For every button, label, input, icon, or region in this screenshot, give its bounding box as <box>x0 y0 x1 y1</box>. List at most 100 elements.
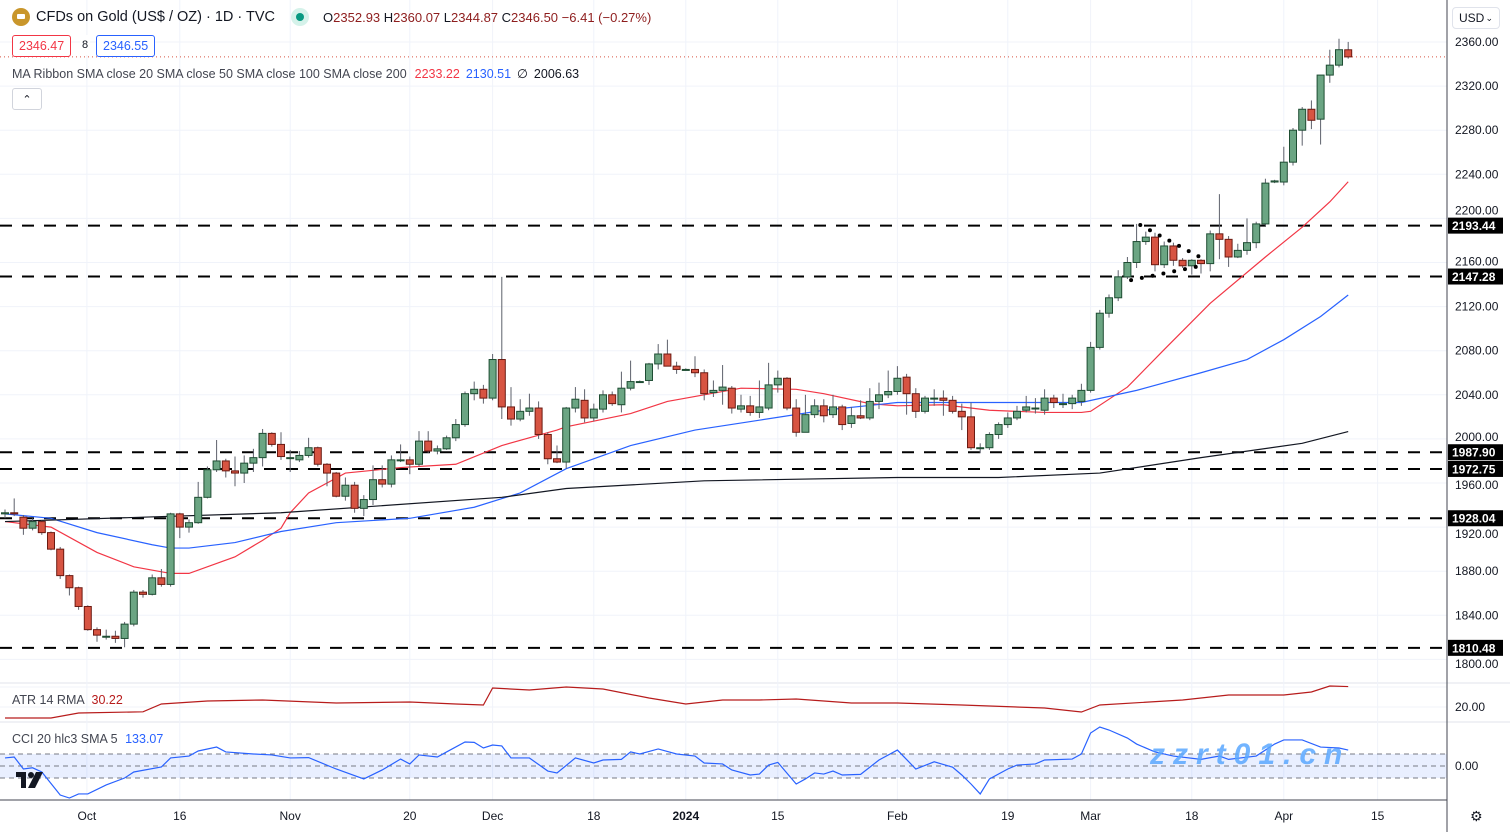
candle-body <box>295 454 304 461</box>
close-label: C <box>501 9 512 25</box>
ma-ribbon-legend[interactable]: MA Ribbon SMA close 20 SMA close 50 SMA … <box>12 66 579 82</box>
candle-body <box>856 415 865 419</box>
candle-body <box>461 393 469 426</box>
sell-price-button[interactable]: 2346.47 <box>12 35 72 57</box>
candle-body <box>654 353 663 365</box>
candle <box>1224 236 1233 267</box>
candle-body <box>451 424 460 439</box>
candle <box>1187 259 1196 275</box>
x-tick-label: 15 <box>1371 809 1385 823</box>
candle <box>313 446 322 467</box>
candle <box>1086 341 1095 393</box>
x-tick-label: Oct <box>78 809 97 823</box>
candle <box>635 380 644 384</box>
ma-line-sma-close-20 <box>4 181 1349 575</box>
atr-legend[interactable]: ATR 14 RMA 30.22 <box>12 693 123 707</box>
candle-body <box>1206 233 1215 265</box>
candle-body <box>617 387 626 406</box>
grid <box>0 0 1510 800</box>
high-value: 2360.07 <box>393 9 441 25</box>
candle <box>424 431 433 454</box>
atr-tick-label: 20.00 <box>1455 700 1485 714</box>
buy-price-button[interactable]: 2346.55 <box>96 35 156 57</box>
candle <box>396 444 405 463</box>
candle <box>847 406 856 428</box>
candle-body <box>1298 108 1307 131</box>
candle-body <box>102 635 111 638</box>
candle-body <box>387 459 396 485</box>
candle-body <box>1187 259 1196 267</box>
candle-body <box>976 447 985 450</box>
candle-body <box>543 433 552 460</box>
candle-body <box>1335 49 1343 66</box>
x-tick-label: 19 <box>1001 809 1015 823</box>
chevron-down-icon: ⌄ <box>1485 12 1493 23</box>
candle <box>746 395 755 416</box>
candle-body <box>405 459 414 465</box>
candle <box>865 388 874 421</box>
candle-body <box>129 591 138 625</box>
candle-body <box>10 512 19 515</box>
candle <box>507 387 515 426</box>
candle-body <box>415 440 423 465</box>
candle <box>608 391 617 406</box>
candle <box>74 586 83 610</box>
y-tick-label: 2280.00 <box>1455 123 1499 137</box>
candle <box>479 384 488 404</box>
candle-body <box>580 399 589 419</box>
y-tick-label: 1880.00 <box>1455 564 1499 578</box>
candle <box>1059 393 1067 409</box>
spread-value: 8 <box>80 35 91 55</box>
candle-body <box>1279 161 1288 183</box>
x-tick-label: Mar <box>1080 809 1101 823</box>
candle <box>332 471 341 498</box>
candle-body <box>1169 245 1178 261</box>
tradingview-logo <box>16 772 43 788</box>
candle <box>645 362 653 385</box>
candle <box>83 605 92 631</box>
cci-legend[interactable]: CCI 20 hlc3 SMA 5 133.07 <box>12 732 163 746</box>
candle-body <box>957 410 966 418</box>
level-price-label: 1928.04 <box>1452 512 1496 526</box>
candle <box>1252 221 1261 249</box>
candle-body <box>332 472 341 497</box>
candle-body <box>608 394 617 405</box>
settings-icon[interactable]: ⚙ <box>1470 808 1483 824</box>
candle-body <box>884 390 893 396</box>
candle <box>663 339 672 367</box>
candle-body <box>847 415 856 424</box>
candle <box>1307 100 1316 130</box>
y-tick-label: 2120.00 <box>1455 300 1499 314</box>
candle-body <box>810 405 819 416</box>
candle <box>139 589 147 598</box>
candle <box>939 390 948 416</box>
symbol-legend[interactable]: CFDs on Gold (US$ / OZ) · 1D · TVC O2352… <box>12 8 651 26</box>
candle <box>1095 309 1104 350</box>
candle-body <box>1270 180 1279 183</box>
open-label: O <box>323 9 334 25</box>
currency-dropdown[interactable]: USD ⌄ <box>1452 7 1500 29</box>
candle-body <box>442 437 451 450</box>
drawings[interactable] <box>1129 223 1206 283</box>
collapse-legend-button[interactable]: ⌃ <box>12 88 42 110</box>
ma-line-sma-close-200 <box>4 431 1349 523</box>
candle <box>1215 194 1224 260</box>
cci-value: 133.07 <box>125 732 164 746</box>
candle <box>56 546 65 579</box>
candle <box>838 404 847 431</box>
candle-body <box>166 513 175 585</box>
candle <box>783 377 791 411</box>
candle <box>240 455 249 483</box>
candle <box>819 399 828 423</box>
candle <box>727 385 736 414</box>
candle-body <box>148 577 157 595</box>
candle <box>562 406 571 469</box>
candle <box>1270 179 1279 184</box>
triangle-pattern-line <box>1138 223 1206 262</box>
candle-body <box>1289 129 1297 163</box>
candle <box>976 443 985 454</box>
candle <box>884 370 893 399</box>
candle-body <box>930 397 939 400</box>
